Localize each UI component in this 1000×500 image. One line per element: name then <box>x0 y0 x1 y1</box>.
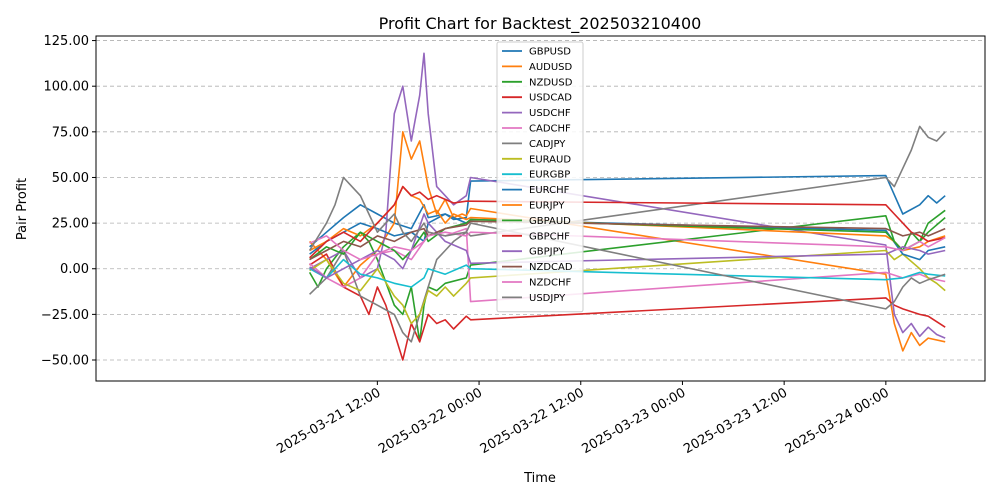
legend-entry: CADCHF <box>529 124 571 135</box>
plot-frame <box>95 35 986 382</box>
legend-entry: GBPCHF <box>529 231 570 242</box>
legend-entry: NZDCAD <box>529 262 573 273</box>
chart-title: Profit Chart for Backtest_202503210400 <box>379 14 702 34</box>
series-line-nzdchf <box>309 231 946 261</box>
legend-entry: EURCHF <box>529 185 570 196</box>
legend-entry: GBPAUD <box>529 216 571 227</box>
series-line-usdjpy <box>308 176 946 310</box>
legend-entry: USDCHF <box>529 108 571 119</box>
legend-entry: GBPUSD <box>529 47 571 58</box>
legend-entry: EURAUD <box>529 154 571 165</box>
y-axis-label: Pair Profit <box>15 178 30 240</box>
series-line-cadjpy <box>309 125 946 343</box>
series-line-usdcad <box>309 253 946 361</box>
legend-entry: EURJPY <box>529 201 565 212</box>
legend-entry: NZDCHF <box>529 278 572 289</box>
legend-entry: GBPJPY <box>529 247 565 258</box>
legend: GBPUSD AUDUSD NZDUSD USDCAD USDCHF CADCHF CADJ… <box>496 41 584 313</box>
legend-entry: CADJPY <box>529 139 566 150</box>
legend-entry: EURGBP <box>529 170 570 181</box>
y-tick-label: −50.00 <box>41 354 89 369</box>
series-line-gbpjpy <box>309 213 946 279</box>
y-tick-label: 25.00 <box>52 217 89 232</box>
series-line-eurgbp <box>309 258 946 288</box>
legend-box <box>496 41 584 313</box>
legend-entry: USDCAD <box>529 93 572 104</box>
legend-entry: NZDUSD <box>529 77 573 88</box>
y-tick-label: 125.00 <box>44 34 90 49</box>
series-line-gbpchf <box>309 185 946 259</box>
y-tick-label: 100.00 <box>44 80 90 95</box>
y-tick-label: −25.00 <box>41 308 89 323</box>
y-tick-label: 0.00 <box>60 262 89 277</box>
y-tick-label: 75.00 <box>52 125 89 140</box>
y-tick-label: 50.00 <box>52 171 89 186</box>
series-lines <box>308 52 946 361</box>
series-line-euraud <box>309 249 946 325</box>
y-axis: −50.00 −25.00 0.00 25.00 50.00 75.00 100.00 125… <box>41 34 96 369</box>
x-axis-label: Time <box>523 471 556 486</box>
legend-entry: AUDUSD <box>529 62 573 73</box>
legend-entry: USDJPY <box>529 293 566 304</box>
